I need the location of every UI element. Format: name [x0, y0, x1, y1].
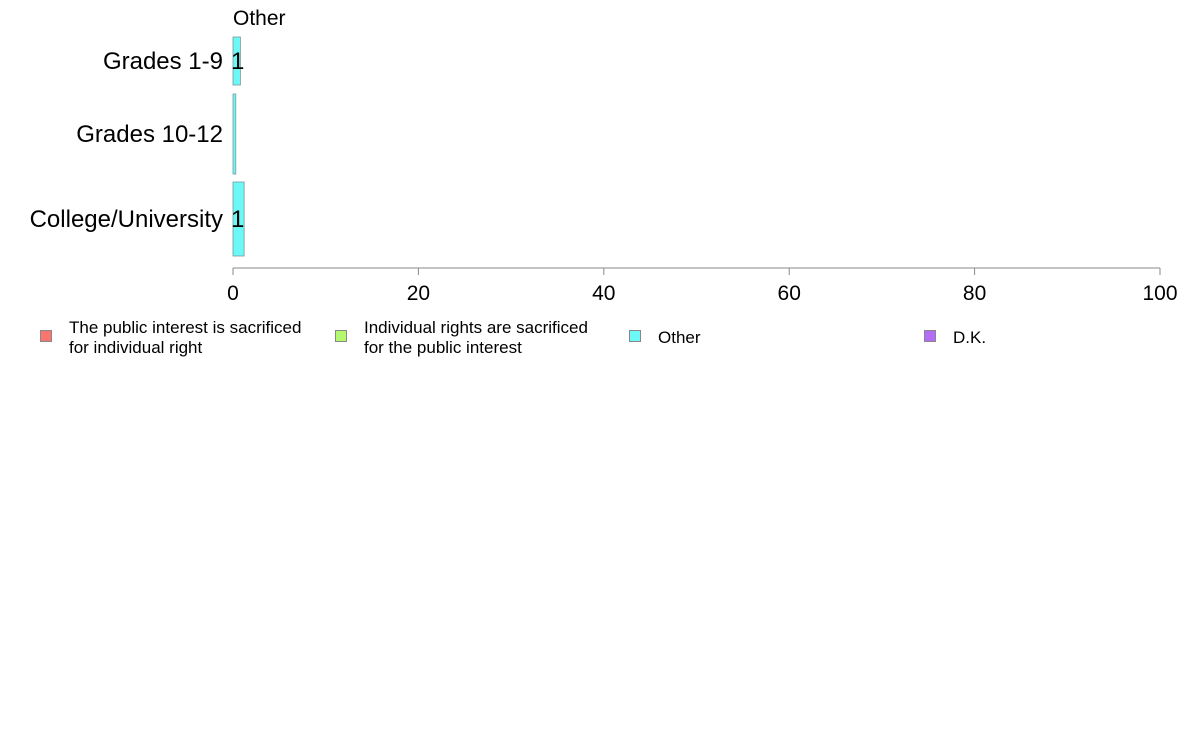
x-tick-label: 60 [778, 282, 801, 305]
legend-label: Individual rights are sacrificed for the… [364, 318, 588, 357]
legend-item: Other [629, 318, 701, 348]
legend-item: D.K. [924, 318, 986, 348]
data-label: 1 [231, 206, 244, 233]
x-tick-label: 80 [963, 282, 986, 305]
legend-swatch [924, 330, 936, 342]
category-label: College/University [30, 206, 223, 233]
legend-label: D.K. [953, 328, 987, 347]
legend: The public interest is sacrificed for in… [40, 318, 1180, 368]
legend-swatch [629, 330, 641, 342]
bars-layer: 11 [231, 36, 245, 257]
chart-title: Other [233, 7, 286, 30]
legend-item: The public interest is sacrificed for in… [40, 318, 301, 358]
x-tick-label: 100 [1142, 282, 1177, 305]
category-label: Grades 10-12 [76, 121, 223, 148]
legend-item: Individual rights are sacrificed for the… [335, 318, 588, 358]
x-axis: 0 20 40 60 80 100 [227, 267, 1178, 305]
category-labels: Grades 1-9 Grades 10-12 College/University [30, 48, 223, 233]
legend-label: Other [658, 328, 701, 347]
legend-swatch [40, 330, 52, 342]
bar-other [232, 36, 241, 86]
x-tick-label: 20 [407, 282, 430, 305]
data-label: 1 [231, 48, 244, 75]
bar-other [232, 93, 237, 175]
legend-label: The public interest is sacrificed for in… [69, 318, 302, 357]
category-label: Grades 1-9 [103, 48, 223, 75]
x-tick-label: 40 [592, 282, 615, 305]
legend-swatch [335, 330, 347, 342]
x-tick-label: 0 [227, 282, 239, 305]
bar-other [232, 181, 245, 257]
